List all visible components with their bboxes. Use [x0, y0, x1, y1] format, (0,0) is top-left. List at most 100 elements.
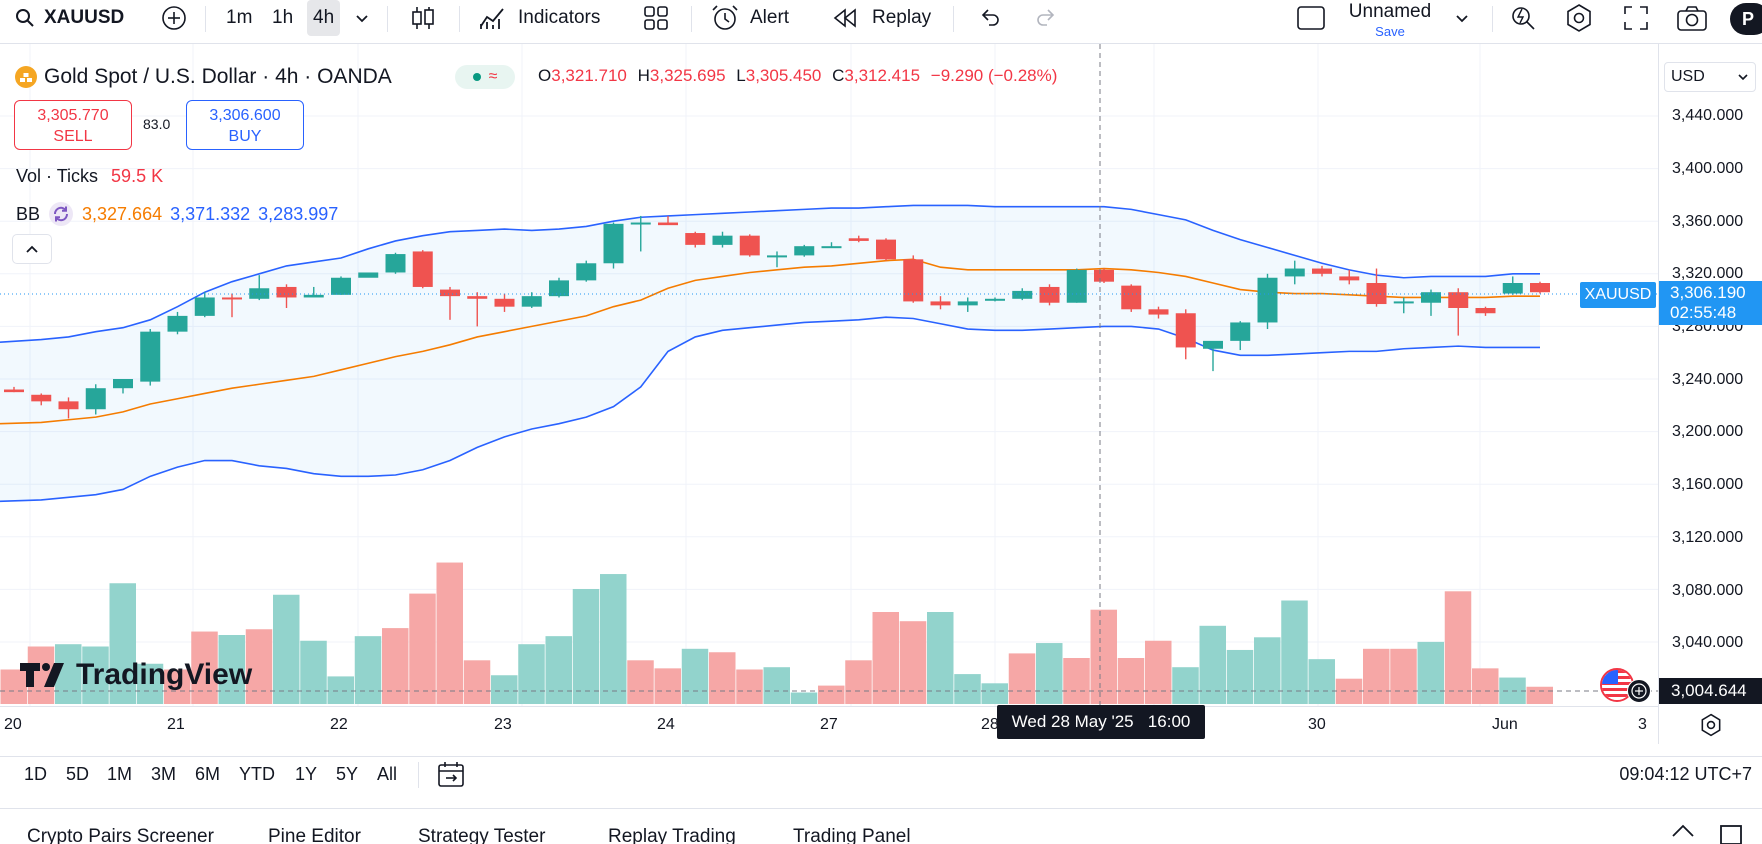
candle-body: [1448, 292, 1469, 308]
refresh-icon[interactable]: [48, 201, 74, 227]
crosshair-price-label: 3,004.644: [1659, 678, 1762, 704]
tab-trading-panel[interactable]: Trading Panel: [793, 826, 911, 844]
range-5y[interactable]: 5Y: [336, 764, 359, 784]
volume-bar: [218, 635, 245, 704]
time-tick: 22: [330, 716, 348, 733]
time-scale[interactable]: [0, 706, 1658, 744]
candle-body: [876, 239, 896, 260]
tab-strategy-tester[interactable]: Strategy Tester: [418, 826, 546, 844]
collapse-legend-button[interactable]: [12, 234, 52, 264]
buy-button[interactable]: 3,306.600 BUY: [186, 100, 304, 150]
volume-bar: [572, 589, 600, 704]
symbol-title[interactable]: Gold Spot / U.S. Dollar · 4h · OANDA: [44, 65, 392, 88]
redo-button[interactable]: [1034, 0, 1058, 36]
market-status-pill[interactable]: ≈: [455, 65, 515, 89]
compare-symbol-button[interactable]: [160, 0, 188, 36]
volume-bar: [927, 612, 954, 704]
add-price-level-button[interactable]: [1627, 679, 1651, 703]
tradingview-logo-text: TradingView: [76, 658, 253, 691]
bb-upper-value: 3,371.332: [170, 203, 251, 224]
high-label: H: [637, 66, 650, 85]
tradingview-logo-icon: [20, 663, 64, 687]
candle-body: [194, 297, 215, 316]
tab-pine-editor[interactable]: Pine Editor: [268, 826, 361, 844]
candle-body: [903, 259, 924, 302]
alert-button[interactable]: Alert: [710, 0, 789, 36]
volume-bar: [1390, 648, 1417, 704]
scale-settings-button[interactable]: [1698, 712, 1724, 743]
fullscreen-button[interactable]: [1622, 0, 1650, 36]
price-scale[interactable]: [1658, 44, 1762, 744]
time-tick: 21: [167, 716, 185, 733]
timezone-clock[interactable]: 09:04:12 UTC+7: [1619, 764, 1752, 784]
volume-bar: [1308, 659, 1335, 704]
volume-bar: [518, 644, 545, 704]
volume-bar: [409, 593, 436, 704]
tab-crypto-pairs-screener[interactable]: Crypto Pairs Screener: [27, 826, 214, 844]
volume-bar: [1008, 653, 1036, 704]
tilde-icon: ≈: [488, 68, 498, 85]
range-5d[interactable]: 5D: [66, 764, 90, 784]
range-6m[interactable]: 6M: [195, 764, 221, 784]
symbol-name: XAUUSD: [44, 7, 125, 28]
candle-body: [1039, 286, 1060, 303]
bottom-panel-tabs: [0, 808, 1762, 844]
search-icon: [16, 9, 34, 27]
symbol-search-button[interactable]: XAUUSD: [14, 0, 124, 36]
range-1d[interactable]: 1D: [24, 764, 48, 784]
chevron-down-icon: [1456, 15, 1468, 23]
timeframe-4h[interactable]: 4h: [307, 0, 341, 36]
indicators-button[interactable]: Indicators: [478, 0, 600, 36]
price-tick: 3,120.000: [1672, 529, 1744, 546]
last-price-label: 3,306.190 02:55:48: [1659, 281, 1762, 325]
panel-collapse-button[interactable]: [1670, 822, 1696, 843]
tradingview-logo[interactable]: TradingView: [20, 658, 252, 692]
replay-button[interactable]: Replay: [832, 0, 931, 36]
timeframe-1h[interactable]: 1h: [272, 7, 294, 28]
price-tick: 3,240.000: [1672, 371, 1744, 388]
layout-name[interactable]: Unnamed: [1348, 1, 1432, 22]
range-ytd[interactable]: YTD: [239, 764, 275, 784]
quick-search-button[interactable]: [1508, 0, 1538, 36]
range-all[interactable]: All: [377, 764, 398, 784]
volume-bar: [273, 594, 300, 704]
symbol-price-tag: XAUUSD: [1580, 282, 1656, 308]
low-value: 3,305.450: [745, 66, 822, 85]
chart-type-button[interactable]: [410, 0, 436, 36]
range-1y[interactable]: 1Y: [295, 764, 318, 784]
price-tick: 3,320.000: [1672, 265, 1744, 282]
volume-legend[interactable]: Vol · Ticks 59.5 K: [16, 166, 163, 187]
timeframe-dropdown[interactable]: [354, 0, 370, 36]
maximize-icon: [1720, 825, 1742, 844]
currency-selector[interactable]: USD: [1664, 62, 1756, 92]
volume-bar: [600, 574, 627, 704]
settings-button[interactable]: [1564, 0, 1594, 36]
layout-menu-dropdown[interactable]: [1454, 0, 1470, 36]
volume-bar: [1254, 637, 1281, 704]
layouts-button[interactable]: [642, 0, 670, 36]
tab-replay-trading[interactable]: Replay Trading: [608, 826, 736, 844]
price-chart[interactable]: [0, 44, 1658, 706]
publish-button[interactable]: P: [1730, 3, 1762, 35]
volume-bar: [300, 640, 327, 704]
toolbar-divider: [953, 6, 954, 32]
volume-bar: [954, 674, 981, 704]
sell-button[interactable]: 3,305.770 SELL: [14, 100, 132, 150]
layout-save-label[interactable]: Save: [1375, 24, 1405, 39]
chart-pane[interactable]: [0, 43, 1762, 743]
undo-button[interactable]: [978, 0, 1002, 36]
lightning-search-icon: [1512, 7, 1535, 30]
bollinger-legend[interactable]: BB 3,327.664 3,371.332 3,283.997: [16, 201, 338, 227]
timeframe-1m[interactable]: 1m: [226, 7, 253, 28]
volume-bar: [1526, 686, 1553, 704]
snapshot-button[interactable]: [1676, 0, 1708, 36]
layout-checkbox[interactable]: [1296, 0, 1326, 36]
volume-bar: [1172, 667, 1199, 704]
candle-body: [1530, 283, 1550, 293]
candle-body: [1094, 269, 1114, 282]
range-3m[interactable]: 3M: [151, 764, 177, 784]
panel-maximize-button[interactable]: [1718, 820, 1744, 844]
date-range-button[interactable]: [436, 760, 466, 795]
range-1m[interactable]: 1M: [107, 764, 133, 784]
change-value: −9.290 (−0.28%): [930, 66, 1058, 85]
